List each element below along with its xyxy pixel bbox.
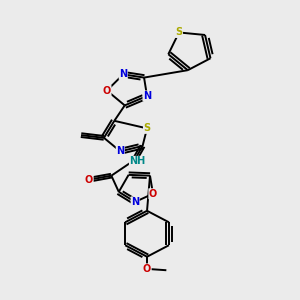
Text: O: O — [143, 264, 151, 274]
Text: O: O — [149, 189, 157, 199]
Text: S: S — [143, 123, 151, 134]
Text: N: N — [143, 91, 151, 101]
Text: N: N — [131, 197, 139, 207]
Text: NH: NH — [129, 156, 146, 166]
Text: O: O — [85, 175, 93, 185]
Text: S: S — [176, 28, 182, 38]
Text: O: O — [103, 85, 111, 96]
Text: N: N — [116, 146, 124, 156]
Text: N: N — [119, 69, 127, 79]
